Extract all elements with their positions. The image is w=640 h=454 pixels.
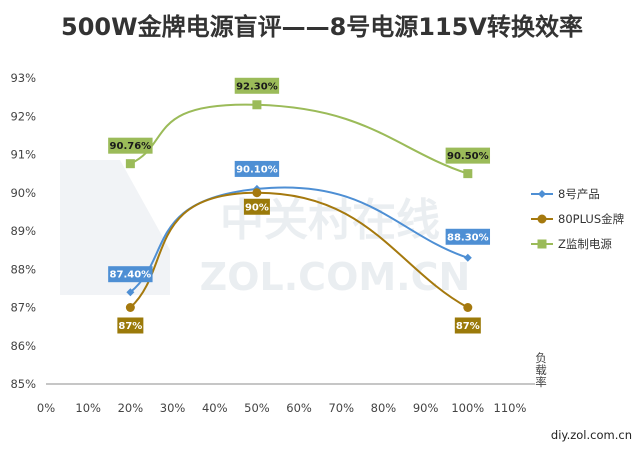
data-point-marker: [537, 214, 547, 224]
data-label: 90.50%: [445, 147, 491, 164]
data-point-marker: [463, 169, 473, 179]
data-label: 87%: [454, 317, 481, 334]
data-label: 90.76%: [108, 137, 153, 154]
data-label-text: 90.76%: [110, 141, 152, 152]
x-axis-label: 负载率: [535, 351, 547, 389]
data-label-box: [117, 317, 144, 334]
x-tick-label: 110%: [494, 401, 527, 415]
data-label-box: [454, 317, 481, 334]
x-tick-label: 60%: [286, 401, 312, 415]
data-label-box: [234, 77, 280, 94]
data-label-text: 87%: [118, 321, 142, 332]
data-label: 87.40%: [108, 266, 153, 283]
data-point-marker: [125, 303, 135, 312]
y-tick-label: 93%: [10, 71, 36, 85]
series-layer: [125, 100, 473, 312]
x-tick-label: 100%: [451, 401, 484, 415]
x-axis-label-char: 负: [535, 351, 547, 365]
y-tick-label: 91%: [10, 148, 36, 162]
x-tick-label: 20%: [118, 401, 144, 415]
data-point-marker: [538, 190, 546, 198]
x-tick-label: 70%: [328, 401, 354, 415]
x-tick-label: 0%: [37, 401, 55, 415]
x-tick-label: 90%: [413, 401, 439, 415]
legend-label: Z监制电源: [558, 237, 612, 251]
data-label-text: 88.30%: [447, 232, 489, 243]
data-labels: 87.40% 90.10% 88.30% 87% 90% 87% 90.76% 92.30% 9…: [108, 77, 491, 334]
legend-item-2: 80PLUS金牌: [531, 212, 624, 226]
x-tick-label: 40%: [202, 401, 228, 415]
data-label: 90.10%: [234, 160, 280, 177]
data-label-text: 90.50%: [447, 151, 489, 162]
data-label: 88.30%: [445, 228, 491, 245]
x-tick-label: 50%: [244, 401, 270, 415]
watermark-line2: ZOL.COM.CN: [200, 255, 471, 299]
legend: 8号产品 80PLUS金牌 Z监制电源: [531, 187, 624, 251]
legend-label: 8号产品: [558, 187, 600, 201]
x-axis-label-char: 率: [535, 375, 547, 389]
x-tick-label: 30%: [160, 401, 186, 415]
x-axis: 0% 10% 20% 30% 40% 50% 60% 70% 80% 90% 100% 110%: [37, 401, 527, 415]
data-label-box: [445, 228, 491, 245]
series-3: [125, 100, 473, 179]
y-tick-label: 90%: [10, 186, 36, 200]
y-tick-label: 89%: [10, 224, 36, 238]
data-label-box: [243, 198, 270, 215]
data-label-box: [234, 160, 280, 177]
y-tick-label: 87%: [10, 301, 36, 315]
x-tick-label: 80%: [371, 401, 397, 415]
y-tick-label: 88%: [10, 262, 36, 276]
data-label-text: 87.40%: [110, 270, 152, 281]
y-tick-label: 85%: [10, 377, 36, 391]
watermark-logo: [60, 160, 170, 295]
data-label-text: 90%: [245, 202, 269, 213]
data-point-marker: [126, 288, 135, 297]
legend-item-1: 8号产品: [531, 187, 600, 201]
data-label-box: [108, 137, 153, 154]
data-label-text: 90.10%: [236, 164, 278, 175]
source-credit: diy.zol.com.cn: [551, 428, 632, 442]
data-label-box: [445, 147, 491, 164]
watermark: 中关村在线 ZOL.COM.CN: [60, 160, 470, 299]
y-tick-label: 92%: [10, 109, 36, 123]
legend-item-3: Z监制电源: [531, 237, 612, 251]
chart-title: 500W金牌电源盲评——8号电源115V转换效率: [61, 13, 583, 41]
data-label-box: [108, 266, 153, 283]
series-line: [129, 103, 469, 175]
y-tick-label: 86%: [10, 339, 36, 353]
series-2: [125, 188, 473, 312]
data-label-text: 92.30%: [236, 81, 278, 92]
x-tick-label: 10%: [75, 401, 101, 415]
data-label: 92.30%: [234, 77, 280, 94]
data-label: 87%: [117, 317, 144, 334]
data-point-marker: [252, 100, 262, 110]
data-point-marker: [537, 239, 547, 249]
data-point-marker: [125, 159, 135, 169]
data-point-marker: [463, 303, 473, 312]
legend-label: 80PLUS金牌: [558, 212, 624, 226]
x-axis-label-char: 载: [535, 363, 547, 377]
data-point-marker: [463, 253, 472, 262]
data-label: 90%: [243, 198, 270, 215]
data-point-marker: [252, 188, 262, 198]
data-label-text: 87%: [456, 321, 480, 332]
y-axis: 85% 86% 87% 88% 89% 90% 91% 92% 93%: [10, 71, 36, 391]
